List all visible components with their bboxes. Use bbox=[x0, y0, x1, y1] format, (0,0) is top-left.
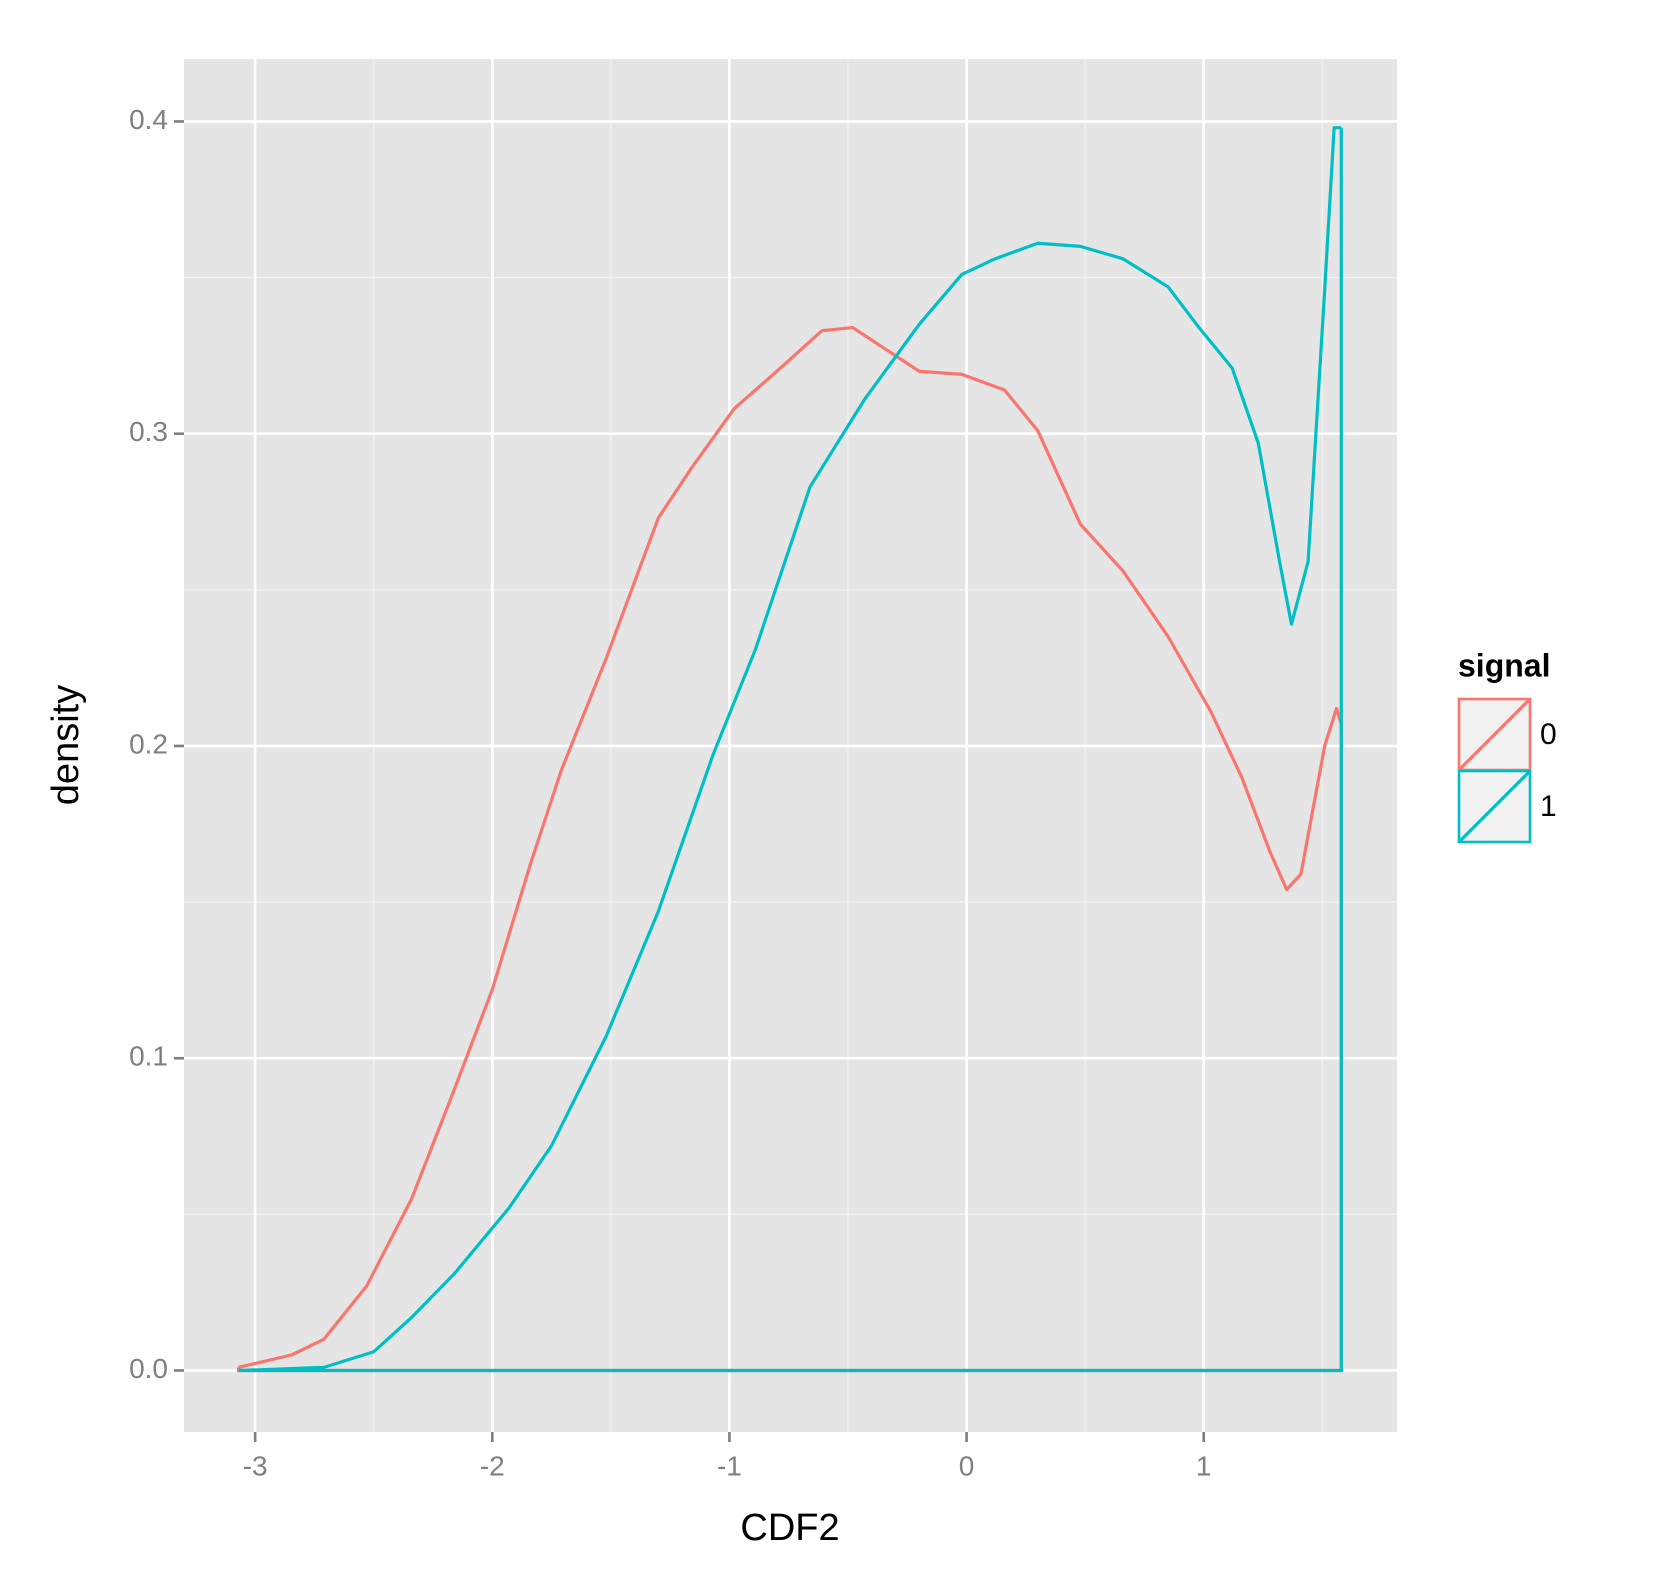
legend-label: 0 bbox=[1540, 718, 1557, 751]
x-tick-label: -3 bbox=[243, 1450, 268, 1481]
legend-key-line bbox=[1457, 769, 1532, 844]
x-tick-label: -2 bbox=[480, 1450, 505, 1481]
y-tick-label: 0.3 bbox=[129, 416, 168, 447]
x-tick-label: 1 bbox=[1196, 1450, 1212, 1481]
legend: 01 bbox=[1457, 697, 1557, 844]
series bbox=[236, 126, 1343, 1373]
x-tick-label: -1 bbox=[717, 1450, 742, 1481]
legend-label: 1 bbox=[1540, 790, 1557, 823]
y-tick-label: 0.4 bbox=[129, 104, 168, 135]
density-line bbox=[238, 126, 1342, 1373]
y-tick-label: 0.1 bbox=[129, 1041, 168, 1072]
x-axis-title: CDF2 bbox=[740, 1507, 839, 1549]
density-line bbox=[238, 325, 1343, 1369]
y-axis-title: density bbox=[45, 685, 87, 805]
y-tick-label: 0.2 bbox=[129, 728, 168, 759]
x-tick-label: 0 bbox=[959, 1450, 975, 1481]
legend-title: signal bbox=[1458, 647, 1550, 683]
y-tick-label: 0.0 bbox=[129, 1353, 168, 1384]
density-outline bbox=[238, 127, 1343, 1373]
legend-key-line bbox=[1457, 697, 1532, 772]
